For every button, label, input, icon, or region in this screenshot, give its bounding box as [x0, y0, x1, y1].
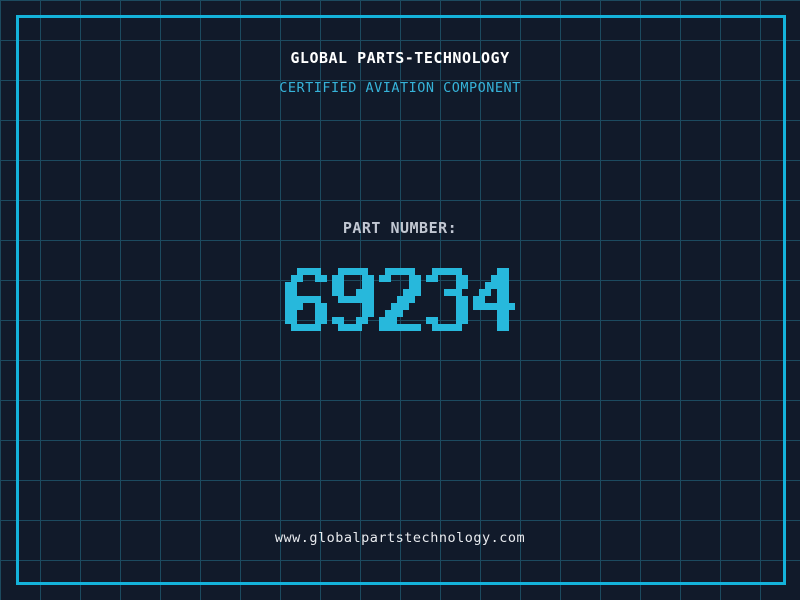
- certification-label: CERTIFIED AVIATION COMPONENT: [279, 80, 521, 96]
- company-name: GLOBAL PARTS-TECHNOLOGY: [290, 49, 510, 67]
- blueprint-frame: [16, 15, 786, 585]
- part-number-value: [0, 268, 800, 331]
- part-number-label: PART NUMBER:: [342, 219, 458, 237]
- website-url: www.globalpartstechnology.com: [274, 530, 526, 546]
